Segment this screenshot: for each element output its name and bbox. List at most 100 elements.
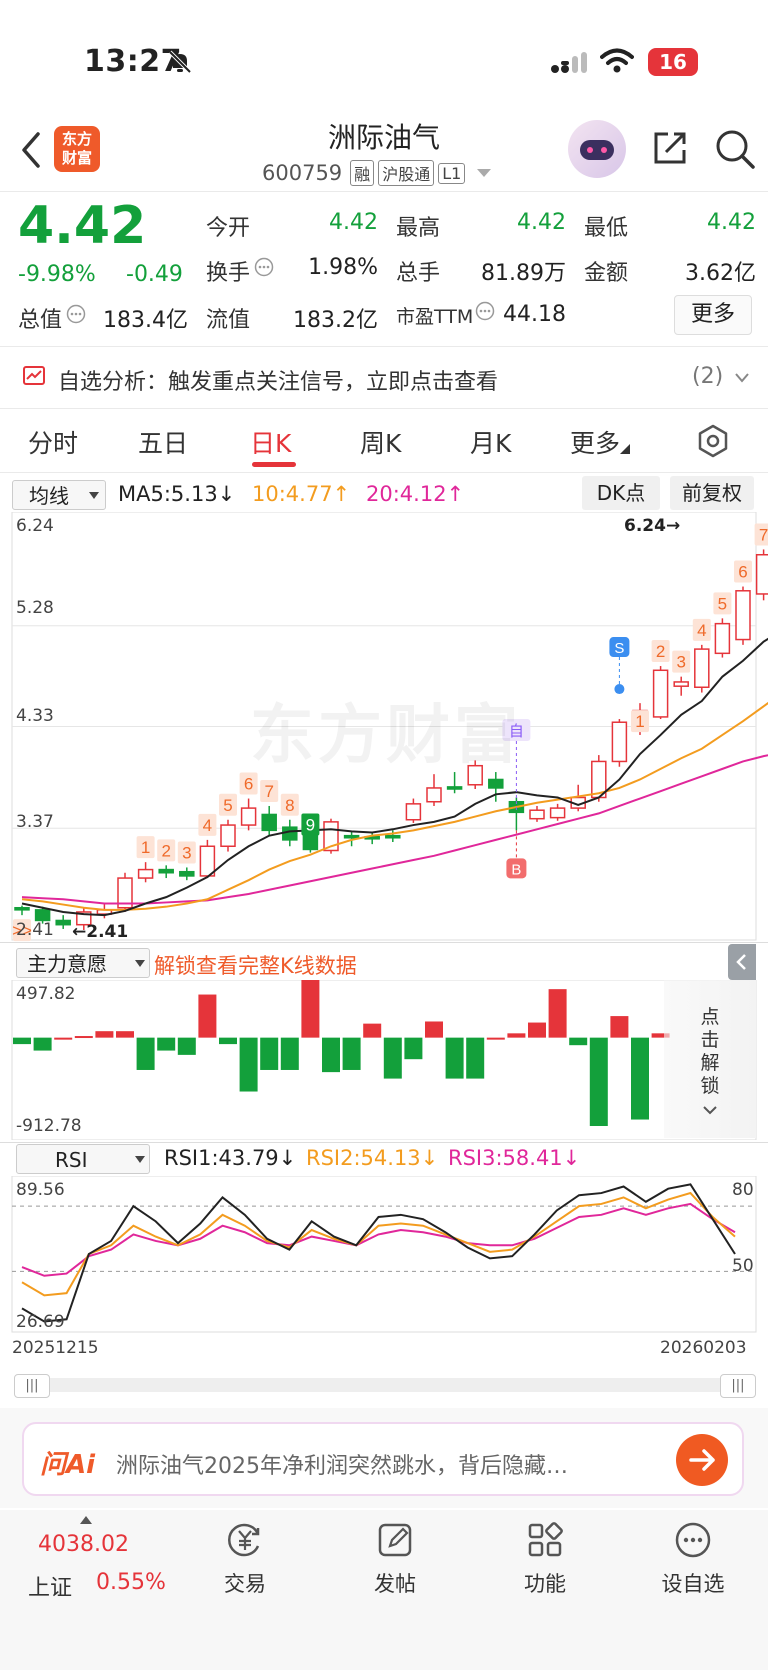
capital-bar xyxy=(322,1037,340,1073)
stock-code-row[interactable]: 600759 融 沪股通 L1 xyxy=(262,160,493,186)
range-handle-right[interactable]: ||| xyxy=(720,1374,756,1398)
signal-bg xyxy=(280,793,299,816)
unlock-panel[interactable]: 点 击 解 锁 xyxy=(664,980,756,1138)
grid-functions-icon xyxy=(528,1522,563,1557)
more-dots-icon xyxy=(675,1522,711,1558)
signal-bg xyxy=(157,839,176,862)
rsi-select[interactable]: RSI xyxy=(16,1144,150,1174)
signal-number: 2 xyxy=(161,841,170,860)
rsi-80-label: 80 xyxy=(732,1180,754,1200)
dk-point-button[interactable]: DK点 xyxy=(582,476,660,510)
pe-value: 44.18 xyxy=(503,302,566,327)
signal-number: 1 xyxy=(141,838,150,857)
gear-icon[interactable] xyxy=(696,424,730,458)
capital-bar xyxy=(13,1037,31,1045)
tab-day-k[interactable]: 日K xyxy=(250,429,292,458)
signal-number: 6 xyxy=(244,775,253,794)
candle-body xyxy=(714,622,731,655)
tag-connect: 沪股通 xyxy=(378,160,435,186)
nav-add-watchlist[interactable]: 设自选 xyxy=(638,1520,748,1598)
signal-bg xyxy=(239,772,258,795)
battery-indicator: 16 xyxy=(648,48,698,76)
rsi-chart xyxy=(11,1176,757,1333)
total-mktcap-value: 183.4亿 xyxy=(103,308,188,333)
ai-assistant-avatar[interactable] xyxy=(568,120,626,178)
dropdown-caret-icon xyxy=(477,169,492,177)
signal-bg xyxy=(13,919,31,942)
capital-bar xyxy=(383,1037,402,1079)
rsi3-label: RSI3:58.41↓ xyxy=(448,1146,581,1170)
adjust-type-button[interactable]: 前复权 xyxy=(670,476,754,510)
candle-body xyxy=(755,553,768,595)
share-icon[interactable] xyxy=(650,128,690,168)
tab-more[interactable]: 更多 xyxy=(570,424,631,460)
arrow-right-icon xyxy=(689,1449,715,1471)
more-quote-button[interactable]: 更多 xyxy=(674,295,752,335)
candle-body xyxy=(652,669,669,718)
rsi-select-label: RSI xyxy=(55,1148,88,1172)
yuan-trade-icon xyxy=(228,1523,260,1557)
kline-min-marker: ←2.41 xyxy=(72,922,129,942)
signal-number: 1 xyxy=(635,712,644,731)
nav-post-label: 发帖 xyxy=(374,1572,416,1596)
candle-body xyxy=(34,909,51,922)
capital-bar xyxy=(136,1037,155,1070)
tabs-divider xyxy=(0,472,768,473)
info-dots-icon[interactable] xyxy=(475,301,495,321)
tab-more-label: 更多 xyxy=(570,429,621,458)
unlock-kline-link[interactable]: 解锁查看完整K线数据 xyxy=(154,954,357,978)
analysis-chart-icon xyxy=(23,366,45,385)
ma20-line xyxy=(21,754,768,905)
volume-label: 总手 xyxy=(396,261,441,286)
nav-post[interactable]: 发帖 xyxy=(340,1520,450,1598)
capital-select-label: 主力意愿 xyxy=(27,952,107,976)
indicator-select[interactable]: 均线 xyxy=(12,480,106,510)
index-value[interactable]: 4038.02 xyxy=(38,1532,129,1557)
collapse-handle[interactable] xyxy=(728,944,756,980)
candle-body xyxy=(446,786,463,790)
tab-week-k[interactable]: 周K xyxy=(360,429,402,458)
candle-body xyxy=(611,721,628,763)
unlock-char-2: 击 xyxy=(700,1029,720,1051)
kline-chart[interactable]: >>123456781234567899BBSS自 xyxy=(0,512,768,942)
back-arrow-icon[interactable] xyxy=(18,130,42,170)
active-tab-indicator xyxy=(252,462,296,467)
signal-number: 2 xyxy=(656,642,665,661)
date-end: 20260203 xyxy=(660,1338,747,1358)
buy-label: B xyxy=(511,861,521,878)
nav-trade[interactable]: 交易 xyxy=(190,1520,300,1598)
capital-bar xyxy=(116,1031,134,1038)
tab-month-k[interactable]: 月K xyxy=(470,429,512,458)
info-dots-icon[interactable] xyxy=(66,304,86,324)
dropdown-triangle-icon xyxy=(89,492,99,499)
watermark: 东方财富 xyxy=(250,699,522,773)
candle-body xyxy=(158,868,174,874)
capital-bar xyxy=(260,1037,279,1070)
signal-number: 3 xyxy=(182,843,191,862)
rsi-bottom-label: 26.69 xyxy=(16,1312,65,1332)
capital-bar xyxy=(466,1037,485,1079)
ma5-label: MA5:5.13↓ xyxy=(118,482,236,506)
search-icon[interactable] xyxy=(714,128,756,170)
tab-five-day[interactable]: 五日 xyxy=(138,429,189,458)
ai-question-text: 洲际油气2025年净利润突然跳水，背后隐藏… xyxy=(116,1454,568,1479)
rsi1-label: RSI1:43.79↓ xyxy=(164,1146,297,1170)
rsi-50-label: 50 xyxy=(732,1256,754,1276)
range-handle-left[interactable]: ||| xyxy=(14,1374,50,1398)
signal-bg xyxy=(198,813,217,836)
candle-body xyxy=(55,919,71,926)
tab-intraday[interactable]: 分时 xyxy=(28,429,79,458)
nav-functions[interactable]: 功能 xyxy=(490,1520,600,1598)
capital-indicator-select[interactable]: 主力意愿 xyxy=(16,948,150,978)
range-slider-track[interactable] xyxy=(14,1378,754,1392)
ai-go-button[interactable] xyxy=(676,1434,728,1486)
sell-label-bg xyxy=(609,637,630,658)
info-dots-icon[interactable] xyxy=(254,257,274,277)
low-label: 最低 xyxy=(584,216,629,241)
alert-divider-bottom xyxy=(0,408,768,409)
ai-question-bar[interactable] xyxy=(22,1422,744,1496)
capital-bar xyxy=(301,980,320,1038)
capital-bar xyxy=(198,994,217,1038)
signal-bg xyxy=(734,560,752,583)
tag-margin: 融 xyxy=(350,160,375,186)
